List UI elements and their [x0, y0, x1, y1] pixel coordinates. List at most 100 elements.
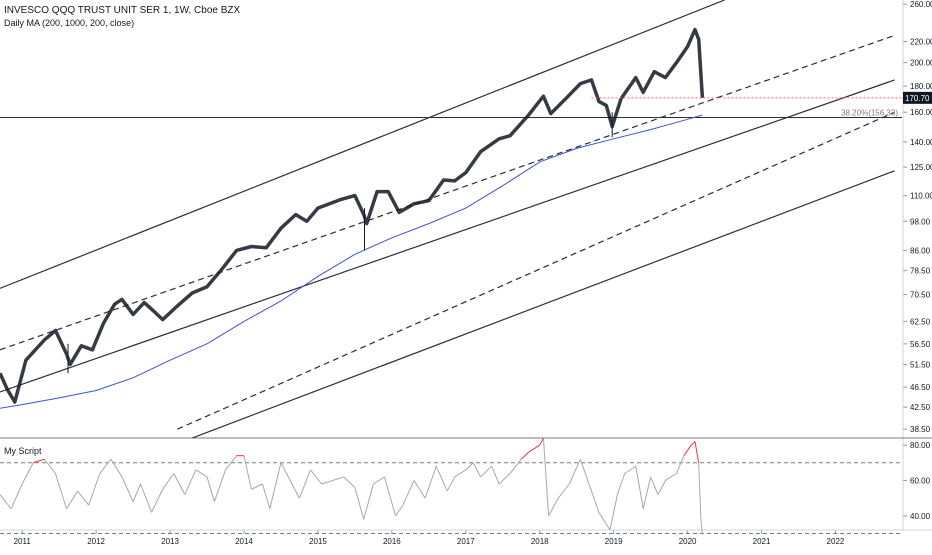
osc-segment: [343, 476, 356, 488]
time-tick-label: 2019: [605, 537, 623, 546]
osc-segment: [243, 455, 252, 490]
osc-segment: [435, 466, 448, 492]
osc-segment: [635, 466, 644, 509]
osc-segment: [587, 480, 600, 513]
price-series: [0, 27, 705, 404]
chart-title: INVESCO QQQ TRUST UNIT SER 1, 1W, Cboe B…: [4, 5, 241, 16]
osc-segment: [0, 494, 12, 510]
osc-segment: [498, 473, 511, 485]
moving-average-line: [0, 114, 703, 409]
price-tick-label: 160.00: [910, 108, 932, 117]
time-tick-label: 2012: [87, 537, 105, 546]
osc-segment: [579, 459, 589, 481]
osc-segment: [10, 483, 23, 509]
osc-segment: [413, 480, 426, 499]
osc-segment: [609, 494, 618, 531]
indicator-label: Daily MA (200, 1000, 200, close): [4, 18, 135, 28]
osc-segment: [650, 476, 659, 495]
last-price-label: 170.70: [905, 94, 930, 103]
osc-segment: [395, 504, 404, 517]
osc-segment: [110, 458, 123, 478]
price-tick-label: 260.00: [910, 0, 932, 9]
osc-segment: [195, 469, 208, 478]
osc-segment: [162, 473, 175, 490]
osc-segment: [568, 459, 581, 485]
osc-segment: [269, 462, 282, 509]
price-tick-label: 140.00: [910, 138, 932, 147]
osc-segment: [465, 462, 474, 471]
price-tick-label: 62.50: [910, 317, 931, 326]
osc-segment: [184, 469, 197, 495]
osc-segment: [206, 476, 215, 502]
osc-segment: [173, 473, 186, 495]
osc-segment: [54, 473, 68, 509]
osc-segment: [132, 483, 141, 502]
last-price-badge: [903, 91, 932, 104]
osc-segment: [509, 458, 522, 474]
osc-segment: [642, 476, 652, 509]
osc-segment: [557, 483, 570, 499]
osc-segment: [698, 462, 702, 520]
osc-segment: [99, 458, 112, 474]
osc-segment: [528, 444, 540, 453]
osc-segment: [624, 465, 637, 474]
osc-tick-label: 80.00: [910, 441, 931, 450]
osc-segment: [472, 462, 482, 478]
osc-segment: [690, 441, 696, 446]
osc-segment: [21, 462, 34, 485]
osc-segment: [598, 512, 611, 531]
osc-segment: [88, 473, 101, 506]
time-tick-label: 2017: [457, 537, 475, 546]
osc-segment: [520, 451, 529, 460]
osc-segment: [683, 444, 692, 456]
osc-segment: [491, 466, 500, 485]
osc-segment: [539, 437, 544, 446]
osc-segment: [402, 480, 415, 506]
osc-segment: [676, 455, 685, 474]
oscillator-label: My Script: [4, 446, 42, 456]
time-tick-label: 2021: [753, 537, 771, 546]
fib-label: 38.20%(156.33): [841, 108, 898, 117]
price-tick-label: 180.00: [910, 82, 932, 91]
osc-segment: [298, 469, 311, 499]
time-tick-label: 2013: [161, 537, 179, 546]
osc-tick-label: 60.00: [910, 476, 931, 485]
time-tick-label: 2015: [309, 537, 327, 546]
price-tick-label: 110.00: [910, 192, 932, 201]
osc-segment: [225, 455, 237, 471]
price-tick-label: 38.50: [910, 425, 931, 434]
osc-segment: [480, 465, 493, 478]
osc-segment: [373, 476, 385, 485]
osc-segment: [383, 476, 397, 516]
osc-segment: [332, 476, 344, 481]
time-tick-label: 2020: [679, 537, 697, 546]
price-tick-label: 56.50: [910, 340, 931, 349]
osc-segment: [251, 483, 263, 490]
channel-solid-line: [0, 0, 725, 289]
osc-segment: [424, 466, 437, 499]
channel-solid-line: [192, 170, 895, 438]
osc-segment: [151, 489, 164, 513]
price-tick-label: 220.00: [910, 37, 932, 46]
osc-segment: [548, 497, 559, 517]
osc-segment: [354, 487, 365, 520]
time-tick-label: 2014: [235, 537, 253, 546]
osc-segment: [694, 441, 700, 463]
osc-segment: [140, 483, 153, 513]
osc-segment: [77, 490, 90, 506]
time-tick-label: 2016: [383, 537, 401, 546]
osc-segment: [66, 490, 79, 510]
osc-segment: [363, 483, 374, 520]
osc-segment: [446, 476, 456, 492]
price-tick-label: 46.50: [910, 383, 931, 392]
time-tick-label: 2011: [14, 537, 32, 546]
channel-dashed-line: [177, 111, 895, 430]
time-tick-label: 2018: [531, 537, 549, 546]
price-tick-label: 78.50: [910, 267, 931, 276]
osc-segment: [287, 476, 300, 499]
osc-segment: [213, 469, 226, 502]
price-tick-label: 125.00: [910, 163, 932, 172]
